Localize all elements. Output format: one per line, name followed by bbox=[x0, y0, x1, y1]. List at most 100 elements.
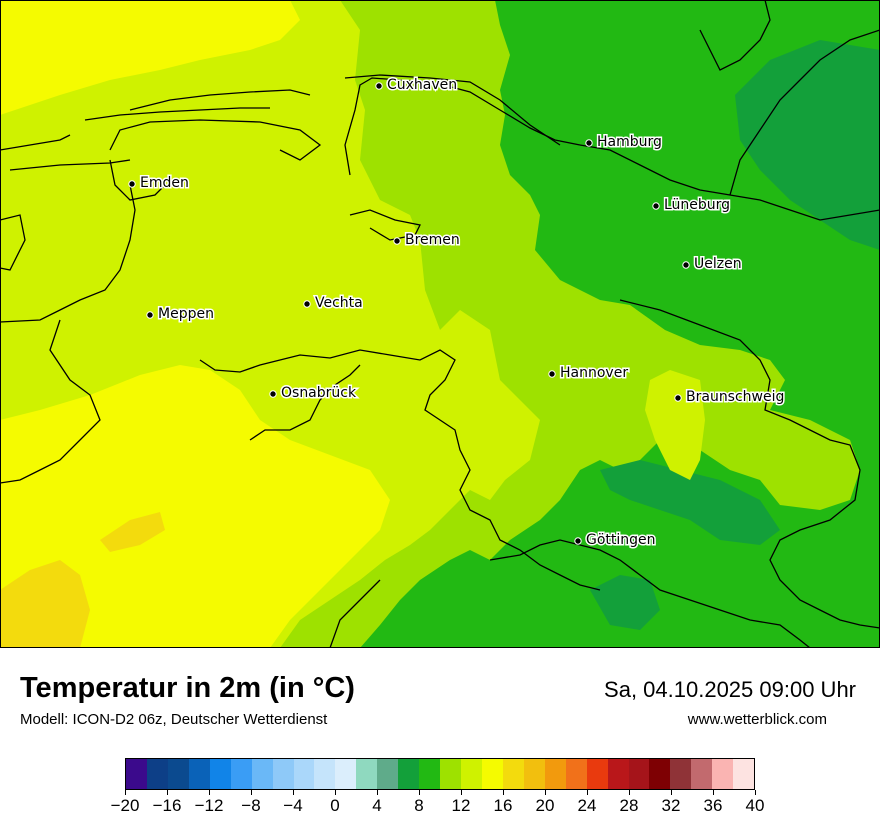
colorbar-tick-label: −16 bbox=[152, 796, 182, 815]
colorbar-ticks: −20 −16 −12 −8 −4 0 4 8 12 16 20 24 28 32 36 40 bbox=[111, 790, 764, 830]
colorbar-segment bbox=[544, 759, 566, 789]
temp-field-15 bbox=[645, 370, 705, 480]
temperature-map: Cuxhaven Hamburg Emden Lüneburg Bremen U… bbox=[0, 0, 880, 648]
colorbar-segment bbox=[314, 759, 336, 789]
colorbar-tick-label: 28 bbox=[619, 796, 639, 815]
colorbar-tick-mark bbox=[461, 790, 462, 795]
map-outlines bbox=[0, 0, 880, 648]
colorbar-tick-label: 12 bbox=[451, 796, 471, 815]
city-label: Meppen bbox=[158, 306, 214, 322]
colorbar-tick-label: 40 bbox=[745, 796, 765, 815]
colorbar-segment bbox=[398, 759, 420, 789]
city-cuxhaven[interactable]: Cuxhaven bbox=[375, 76, 459, 95]
colorbar-segment bbox=[586, 759, 608, 789]
city-label: Hamburg bbox=[597, 134, 662, 150]
colorbar-segment bbox=[251, 759, 273, 789]
colorbar-tick-label: −8 bbox=[241, 796, 261, 815]
colorbar-segment bbox=[481, 759, 503, 789]
colorbar-tick-mark bbox=[545, 790, 546, 795]
city-label: Emden bbox=[140, 175, 189, 191]
city-braunschweig[interactable]: Braunschweig bbox=[674, 388, 786, 407]
temp-field-17 bbox=[0, 0, 300, 115]
forecast-datetime: Sa, 04.10.2025 09:00 Uhr bbox=[604, 677, 856, 702]
colorbar-segment bbox=[461, 759, 482, 789]
colorbar-segment bbox=[440, 759, 461, 789]
city-lueneburg[interactable]: Lüneburg bbox=[652, 196, 732, 215]
colorbar-tick-mark bbox=[503, 790, 504, 795]
colorbar-segment bbox=[335, 759, 357, 789]
colorbar-segment bbox=[628, 759, 650, 789]
colorbar-tick-mark bbox=[587, 790, 588, 795]
colorbar-tick-label: −4 bbox=[283, 796, 303, 815]
city-goettingen[interactable]: Göttingen bbox=[574, 531, 657, 550]
colorbar-segment bbox=[126, 759, 147, 789]
website-link[interactable]: www.wetterblick.com bbox=[687, 711, 827, 728]
colorbar-tick-mark bbox=[167, 790, 168, 795]
colorbar-tick-mark bbox=[125, 790, 126, 795]
colorbar-tick-label: 8 bbox=[414, 796, 424, 815]
colorbar-segment bbox=[523, 759, 545, 789]
colorbar-tick-mark bbox=[335, 790, 336, 795]
colorbar-tick-mark bbox=[377, 790, 378, 795]
colorbar-segment bbox=[272, 759, 294, 789]
colorbar-segment bbox=[293, 759, 315, 789]
city-hamburg[interactable]: Hamburg bbox=[585, 133, 663, 152]
colorbar-tick-mark bbox=[293, 790, 294, 795]
city-label: Göttingen bbox=[586, 532, 656, 548]
temp-field-19 bbox=[0, 560, 90, 648]
city-emden[interactable]: Emden bbox=[128, 174, 190, 193]
colorbar-segment bbox=[565, 759, 587, 789]
colorbar-tick-mark bbox=[629, 790, 630, 795]
colorbar-tick-mark bbox=[209, 790, 210, 795]
city-label: Cuxhaven bbox=[387, 77, 457, 93]
colorbar-tick-label: 4 bbox=[372, 796, 382, 815]
colorbar-segment bbox=[691, 759, 713, 789]
colorbar-segment bbox=[670, 759, 692, 789]
colorbar-tick-mark bbox=[713, 790, 714, 795]
colorbar-tick-label: 36 bbox=[703, 796, 723, 815]
colorbar-segment bbox=[502, 759, 524, 789]
temp-field-13c bbox=[590, 575, 660, 630]
city-osnabrueck[interactable]: Osnabrück bbox=[269, 384, 358, 403]
colorbar-segment bbox=[167, 759, 189, 789]
colorbar-tick-label: 16 bbox=[493, 796, 513, 815]
city-hannover[interactable]: Hannover bbox=[548, 364, 630, 383]
colorbar-segment bbox=[649, 759, 671, 789]
temp-field-17b bbox=[0, 365, 390, 648]
temp-field-13 bbox=[735, 40, 880, 250]
model-subtitle: Modell: ICON-D2 06z, Deutscher Wetterdie… bbox=[20, 711, 328, 728]
city-label: Vechta bbox=[315, 295, 363, 311]
colorbar-segment bbox=[607, 759, 629, 789]
city-label: Hannover bbox=[560, 365, 628, 381]
city-label: Osnabrück bbox=[281, 385, 357, 401]
colorbar-segment bbox=[356, 759, 378, 789]
city-label: Braunschweig bbox=[686, 389, 784, 405]
temp-field-13b bbox=[600, 460, 780, 545]
colorbar-segment bbox=[188, 759, 210, 789]
city-markers: Cuxhaven Hamburg Emden Lüneburg Bremen U… bbox=[128, 76, 786, 550]
colorbar-tick-label: 20 bbox=[535, 796, 555, 815]
colorbar-tick-mark bbox=[671, 790, 672, 795]
city-label: Bremen bbox=[405, 232, 460, 248]
temp-field-19b bbox=[100, 512, 165, 552]
colorbar-tick-label: 32 bbox=[661, 796, 681, 815]
colorbar-segment bbox=[230, 759, 252, 789]
colorbar-segment bbox=[209, 759, 231, 789]
colorbar-tick-label: −20 bbox=[110, 796, 140, 815]
colorbar bbox=[125, 758, 755, 790]
colorbar-tick-mark bbox=[419, 790, 420, 795]
colorbar-segment bbox=[146, 759, 168, 789]
colorbar-tick-label: −12 bbox=[194, 796, 224, 815]
city-label: Uelzen bbox=[694, 256, 742, 272]
city-vechta[interactable]: Vechta bbox=[303, 294, 364, 313]
chart-title: Temperatur in 2m (in °C) bbox=[20, 672, 355, 704]
colorbar-tick-mark bbox=[755, 790, 756, 795]
colorbar-segment bbox=[712, 759, 734, 789]
colorbar-segment bbox=[377, 759, 399, 789]
colorbar-segment bbox=[733, 759, 755, 789]
city-uelzen[interactable]: Uelzen bbox=[682, 255, 743, 274]
city-bremen[interactable]: Bremen bbox=[393, 231, 461, 250]
city-meppen[interactable]: Meppen bbox=[146, 305, 215, 324]
colorbar-tick-label: 0 bbox=[330, 796, 340, 815]
colorbar-segment bbox=[419, 759, 441, 789]
